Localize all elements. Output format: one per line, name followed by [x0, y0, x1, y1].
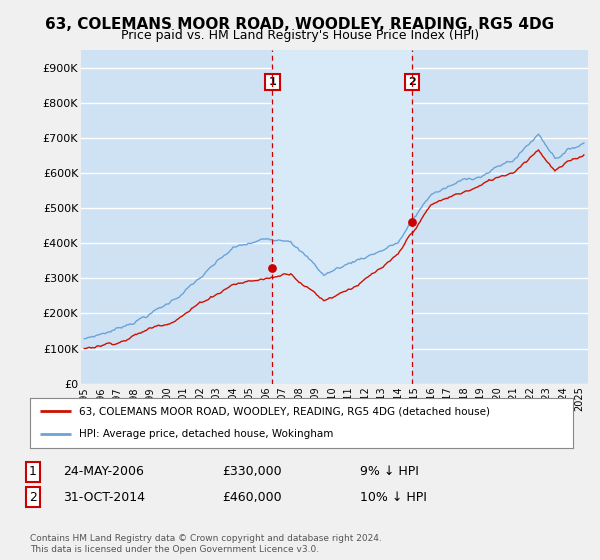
- Text: £330,000: £330,000: [222, 465, 281, 478]
- Text: 9% ↓ HPI: 9% ↓ HPI: [360, 465, 419, 478]
- Text: 1: 1: [269, 77, 276, 87]
- Text: 1: 1: [29, 465, 37, 478]
- Text: 24-MAY-2006: 24-MAY-2006: [63, 465, 144, 478]
- Text: HPI: Average price, detached house, Wokingham: HPI: Average price, detached house, Woki…: [79, 430, 333, 440]
- Point: [268, 263, 277, 272]
- Text: 63, COLEMANS MOOR ROAD, WOODLEY, READING, RG5 4DG: 63, COLEMANS MOOR ROAD, WOODLEY, READING…: [46, 17, 554, 32]
- Text: 2: 2: [29, 491, 37, 504]
- Bar: [272, 50, 412, 384]
- Text: 31-OCT-2014: 31-OCT-2014: [63, 491, 145, 504]
- Text: Price paid vs. HM Land Registry's House Price Index (HPI): Price paid vs. HM Land Registry's House …: [121, 29, 479, 42]
- Point: [407, 218, 416, 227]
- Text: 63, COLEMANS MOOR ROAD, WOODLEY, READING, RG5 4DG (detached house): 63, COLEMANS MOOR ROAD, WOODLEY, READING…: [79, 406, 490, 416]
- Text: 2: 2: [408, 77, 416, 87]
- Text: £460,000: £460,000: [222, 491, 281, 504]
- Text: Contains HM Land Registry data © Crown copyright and database right 2024.
This d: Contains HM Land Registry data © Crown c…: [30, 534, 382, 554]
- Text: 10% ↓ HPI: 10% ↓ HPI: [360, 491, 427, 504]
